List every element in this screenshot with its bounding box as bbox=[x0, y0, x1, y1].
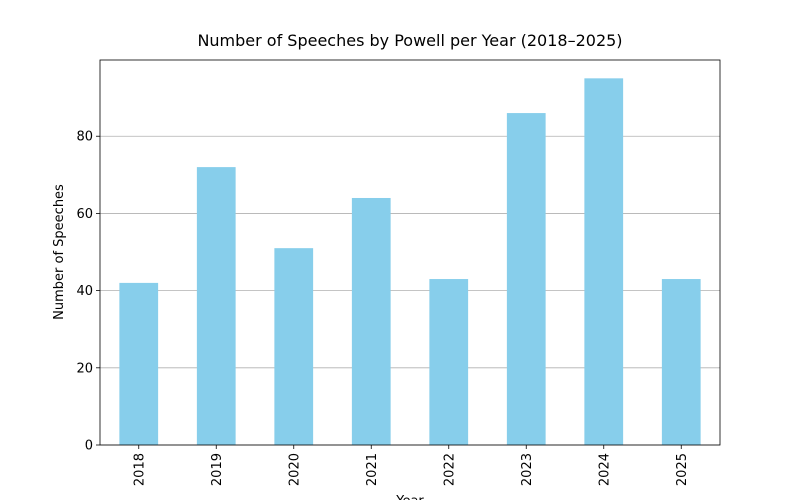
y-axis-label: Number of Speeches bbox=[52, 184, 67, 320]
y-tick-label: 40 bbox=[76, 284, 93, 299]
x-tick-label: 2025 bbox=[675, 453, 690, 486]
x-tick-label: 2021 bbox=[365, 453, 380, 486]
x-tick-label: 2022 bbox=[442, 453, 457, 486]
chart-title: Number of Speeches by Powell per Year (2… bbox=[197, 31, 622, 50]
plot-area: 0 20 40 60 80 2018 2019 2020 2021 2022 2023 2024 202… bbox=[76, 78, 720, 486]
x-tick-label: 2018 bbox=[132, 453, 147, 486]
x-tick-label: 2019 bbox=[210, 453, 225, 486]
bar bbox=[506, 113, 546, 445]
axes-frame bbox=[99, 59, 721, 446]
bar bbox=[274, 248, 314, 445]
x-tick-label: 2020 bbox=[287, 453, 302, 486]
bar bbox=[661, 279, 701, 445]
x-tick-label: 2023 bbox=[520, 453, 535, 486]
bar bbox=[429, 279, 469, 445]
bar bbox=[196, 167, 236, 445]
y-tick-label: 20 bbox=[76, 361, 93, 376]
bar bbox=[119, 282, 159, 445]
bar bbox=[351, 197, 391, 445]
y-tick-label: 60 bbox=[76, 207, 93, 222]
x-axis-label: Year bbox=[395, 494, 424, 500]
x-tick-label: 2024 bbox=[597, 453, 612, 486]
y-tick-label: 0 bbox=[85, 439, 93, 454]
y-tick-label: 80 bbox=[76, 130, 93, 145]
bar bbox=[584, 78, 624, 445]
